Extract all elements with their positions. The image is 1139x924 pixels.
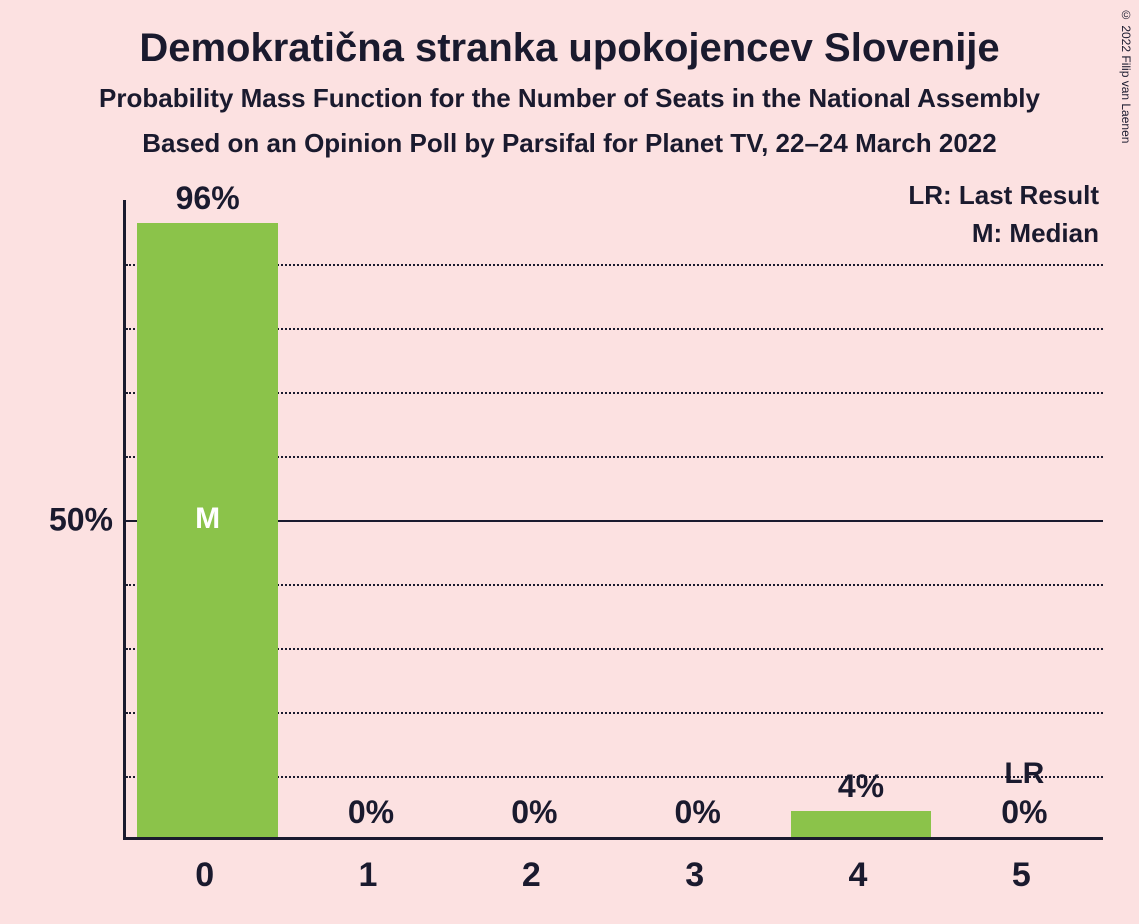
bar-value-label: 96% <box>176 180 240 217</box>
legend-m: M: Median <box>972 218 1099 249</box>
x-axis-tick-label: 0 <box>195 856 214 895</box>
chart-subtitle-1: Probability Mass Function for the Number… <box>0 83 1139 114</box>
x-axis-tick-label: 4 <box>849 856 868 895</box>
bar <box>791 811 931 837</box>
bar-value-label: 0% <box>348 794 394 831</box>
bar-value-label: 4% <box>838 768 884 805</box>
bar-value-label: 0% <box>675 794 721 831</box>
x-axis-tick-label: 1 <box>359 856 378 895</box>
chart-title: Demokratična stranka upokojencev Sloveni… <box>0 0 1139 71</box>
bar-value-label: 0% <box>1001 794 1047 831</box>
last-result-marker: LR <box>1004 757 1044 791</box>
y-axis-tick-label: 50% <box>28 502 113 539</box>
median-marker: M <box>195 502 220 536</box>
chart-container: LR: Last Result M: Median 96% M 0% 0% 0% 4% 0%… <box>28 180 1118 900</box>
copyright-text: © 2022 Filip van Laenen <box>1119 8 1133 143</box>
x-axis-tick-label: 2 <box>522 856 541 895</box>
x-axis-tick-label: 3 <box>685 856 704 895</box>
legend-lr: LR: Last Result <box>908 180 1099 211</box>
x-axis-tick-label: 5 <box>1012 856 1031 895</box>
chart-subtitle-2: Based on an Opinion Poll by Parsifal for… <box>0 128 1139 159</box>
plot-area: LR: Last Result M: Median 96%M0%0%0%4%0%… <box>123 200 1103 840</box>
bar-value-label: 0% <box>511 794 557 831</box>
